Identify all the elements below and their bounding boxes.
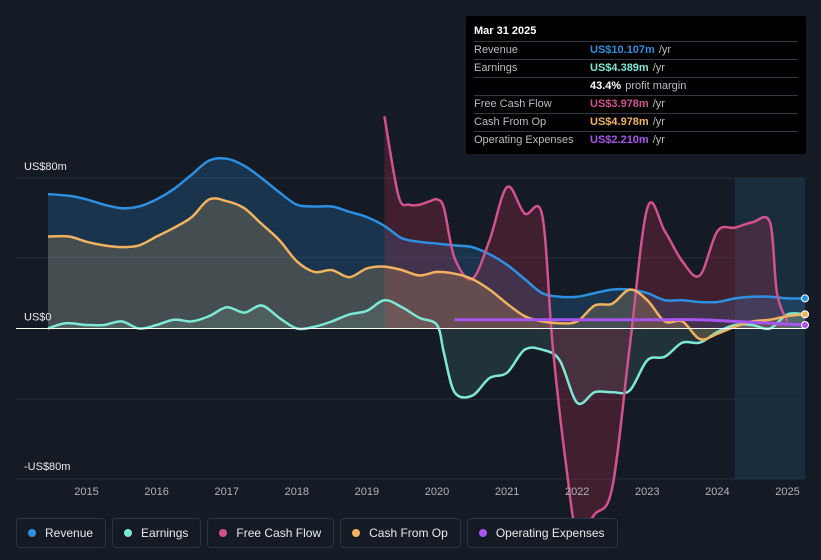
x-tick-label: 2016 <box>144 486 168 498</box>
series-areas <box>48 116 805 534</box>
endpoint-cash-from-op <box>801 310 809 319</box>
legend-item-free-cash-flow[interactable]: Free Cash Flow <box>207 518 335 548</box>
x-tick-label: 2021 <box>495 486 519 498</box>
legend-dot-icon <box>219 529 228 537</box>
x-tick-label: 2017 <box>214 486 238 498</box>
tooltip-row-value: US$10.107m <box>590 44 655 56</box>
y-axis-labels: US$80m US$0 -US$80m <box>24 161 70 473</box>
x-tick-label: 2020 <box>425 486 449 498</box>
tooltip-row-label: Cash From Op <box>474 116 547 128</box>
legend: Revenue Earnings Free Cash Flow Cash From O… <box>16 518 618 548</box>
y-tick-label: US$80m <box>24 161 67 173</box>
x-tick-label: 2022 <box>565 486 589 498</box>
tooltip-row: 43.4% profit margin <box>474 78 798 96</box>
y-tick-label: -US$80m <box>24 461 70 473</box>
x-tick-label: 2019 <box>355 486 379 498</box>
tooltip-row-value: US$4.389m <box>590 62 649 74</box>
legend-item-operating-expenses[interactable]: Operating Expenses <box>466 518 618 548</box>
tooltip-row-label: Operating Expenses <box>474 134 574 146</box>
tooltip: Mar 31 2025 Revenue US$10.107m/yr Earnings… <box>466 16 806 154</box>
tooltip-row-label: Free Cash Flow <box>474 98 552 110</box>
legend-dot-icon <box>478 529 487 537</box>
tooltip-row: Cash From Op US$4.978m/yr <box>474 114 798 132</box>
tooltip-row-value: US$3.978m <box>590 98 649 110</box>
tooltip-row-unit: /yr <box>652 116 665 128</box>
tooltip-row-unit: /yr <box>652 98 665 110</box>
area-free-cash-flow <box>384 116 788 534</box>
x-tick-label: 2025 <box>775 486 799 498</box>
x-tick-label: 2018 <box>285 486 309 498</box>
tooltip-row-value: US$2.210m <box>590 134 649 146</box>
tooltip-row: Free Cash Flow US$3.978m/yr <box>474 96 798 114</box>
x-tick-label: 2023 <box>635 486 659 498</box>
legend-label: Earnings <box>141 526 189 540</box>
legend-item-cash-from-op[interactable]: Cash From Op <box>340 518 461 548</box>
tooltip-row-value: 43.4% <box>590 80 622 92</box>
legend-item-revenue[interactable]: Revenue <box>16 518 107 548</box>
x-tick-label: 2024 <box>705 486 729 498</box>
line-operating-expenses <box>454 318 806 327</box>
tooltip-row-label: Earnings <box>474 62 518 74</box>
legend-dot-icon <box>28 529 36 537</box>
series-endpoints <box>801 294 809 329</box>
series-lines <box>16 116 806 535</box>
tooltip-row-label <box>474 78 590 95</box>
area-earnings <box>48 300 805 404</box>
legend-item-earnings[interactable]: Earnings <box>112 518 202 548</box>
x-tick-label: 2015 <box>74 486 98 498</box>
y-tick-label: US$0 <box>24 312 52 324</box>
tooltip-row-label: Revenue <box>474 44 519 56</box>
tooltip-row-unit: /yr <box>658 44 672 56</box>
tooltip-row-unit: /yr <box>652 134 665 146</box>
tooltip-row: Revenue US$10.107m/yr <box>474 42 798 60</box>
x-axis-labels: 2015 2016 2017 2018 2019 2020 2021 2022 2023 2024… <box>74 486 799 498</box>
endpoint-operating-expenses <box>801 320 809 329</box>
tooltip-row-value: US$4.978m <box>590 116 649 128</box>
line-revenue <box>47 156 806 304</box>
legend-label: Free Cash Flow <box>236 526 322 540</box>
tooltip-row: Earnings US$4.389m/yr <box>474 60 798 78</box>
tooltip-date: Mar 31 2025 <box>474 24 798 42</box>
legend-label: Operating Expenses <box>495 526 605 540</box>
legend-label: Revenue <box>45 526 94 540</box>
tooltip-row-unit: profit margin <box>625 80 687 92</box>
line-earnings <box>47 298 806 406</box>
area-cash-from-op <box>48 198 805 340</box>
tooltip-row-unit: /yr <box>652 62 665 74</box>
line-free-cash-flow <box>383 116 789 535</box>
endpoint-revenue <box>801 294 809 303</box>
gridlines <box>16 177 805 480</box>
tooltip-row: Operating Expenses US$2.210m/yr <box>474 132 798 149</box>
legend-dot-icon <box>124 529 133 537</box>
legend-label: Cash From Op <box>369 526 448 540</box>
legend-dot-icon <box>352 529 361 537</box>
